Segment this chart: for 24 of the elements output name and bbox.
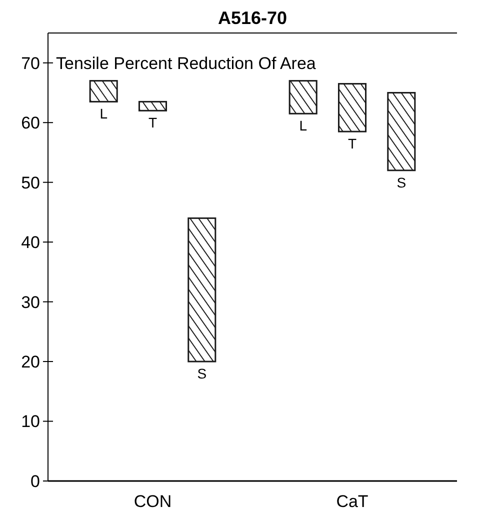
y-tick-label: 10 bbox=[21, 412, 40, 432]
y-tick-label: 70 bbox=[21, 54, 40, 73]
y-tick-label: 20 bbox=[21, 352, 40, 372]
x-tick-label: CaT bbox=[336, 492, 368, 511]
y-tick-label: 50 bbox=[21, 173, 40, 192]
y-tick-label: 30 bbox=[21, 292, 40, 312]
text: S bbox=[396, 174, 406, 190]
series-label: L bbox=[100, 106, 108, 122]
bar bbox=[338, 83, 367, 132]
x-tick-label: CON bbox=[134, 492, 172, 511]
bar bbox=[138, 100, 168, 112]
bar bbox=[188, 217, 216, 362]
text: L bbox=[299, 118, 307, 134]
series-label: S bbox=[197, 366, 207, 382]
bar bbox=[288, 80, 318, 114]
bar bbox=[89, 80, 118, 102]
bar bbox=[387, 92, 416, 172]
series-label: T bbox=[148, 114, 158, 131]
y-tick-label: 0 bbox=[30, 472, 40, 491]
text: T bbox=[348, 136, 357, 152]
y-tick-label: 60 bbox=[21, 114, 40, 133]
text: Tensile Percent Reduction Of Area bbox=[56, 54, 316, 73]
y-tick-label: 40 bbox=[21, 233, 40, 252]
chart-title: A516-70 bbox=[218, 8, 288, 28]
